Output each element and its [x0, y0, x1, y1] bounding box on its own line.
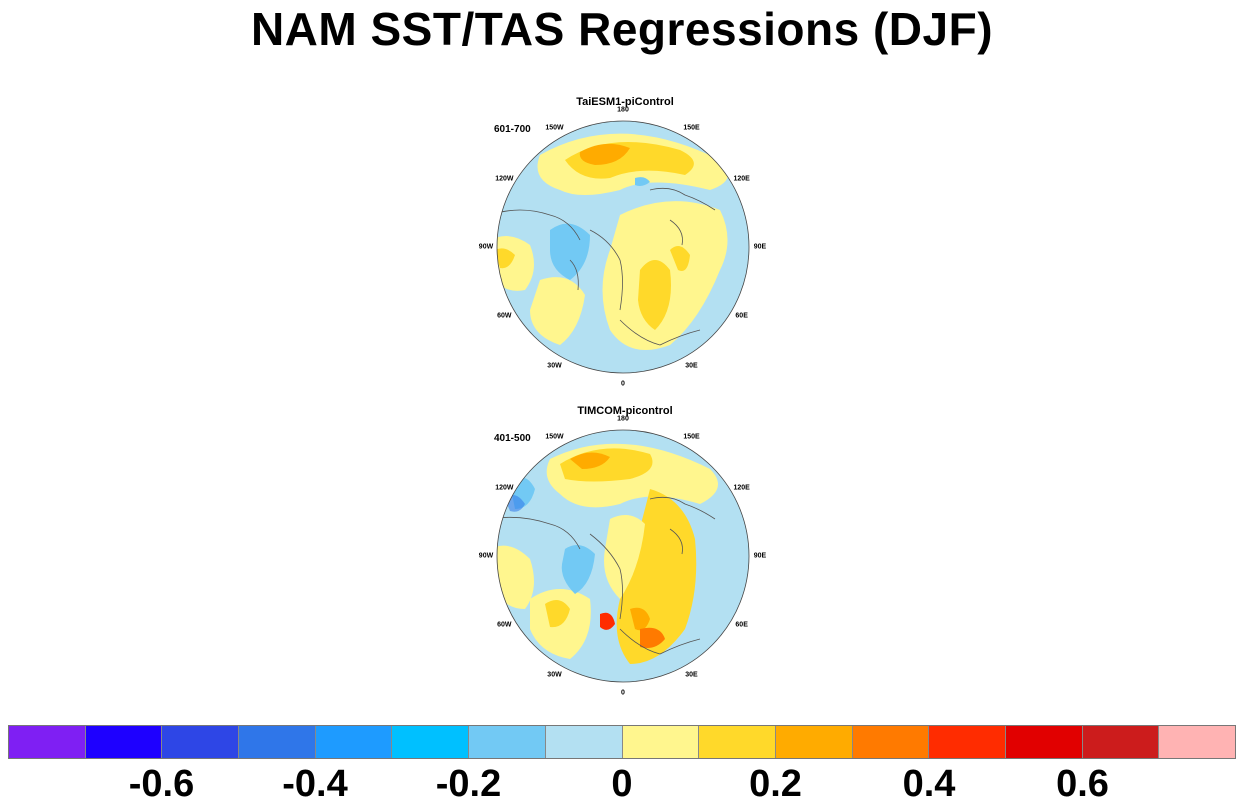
- colorbar-swatch: [852, 726, 930, 758]
- longitude-label: 30E: [685, 671, 698, 679]
- colorbar-swatch: [85, 726, 163, 758]
- colorbar-swatch: [622, 726, 700, 758]
- colorbar-swatch: [1082, 726, 1160, 758]
- longitude-label: 150W: [545, 124, 564, 132]
- longitude-label: 90E: [753, 552, 767, 560]
- colorbar-swatch: [929, 726, 1006, 758]
- longitude-label: 150E: [683, 433, 700, 441]
- longitude-label: 60E: [735, 621, 748, 628]
- longitude-label: 180: [617, 415, 629, 423]
- longitude-label: 120E: [733, 484, 750, 491]
- longitude-label: 120E: [733, 175, 750, 182]
- panel-period: 401-500: [494, 433, 531, 444]
- colorbar-label: -0.4: [282, 763, 348, 805]
- colorbar-label: 0.2: [749, 763, 802, 805]
- longitude-label: 60W: [497, 621, 512, 628]
- map-panel-2: TIMCOM-picontrol 401-500: [470, 401, 780, 701]
- polar-map: [496, 429, 750, 683]
- panel-period: 601-700: [494, 124, 531, 135]
- longitude-label: 180: [617, 106, 629, 114]
- panel-title: TaiESM1-piControl: [576, 96, 674, 108]
- colorbar-label: 0.4: [902, 763, 956, 805]
- colorbar-swatch: [775, 726, 853, 758]
- longitude-label: 90E: [753, 243, 767, 251]
- colorbar: [8, 725, 1236, 759]
- longitude-label: 30W: [547, 362, 562, 370]
- colorbar-swatch: [1005, 726, 1083, 758]
- colorbar-swatch: [1159, 726, 1235, 758]
- colorbar-swatch: [545, 726, 623, 758]
- longitude-label: 60E: [735, 312, 748, 319]
- longitude-label: 0: [621, 380, 625, 388]
- colorbar-swatch: [9, 726, 86, 758]
- longitude-label: 150W: [545, 433, 564, 441]
- longitude-label: 0: [621, 689, 625, 697]
- colorbar-label: 0: [611, 763, 633, 805]
- colorbar-swatch: [699, 726, 776, 758]
- colorbar-label: 0.6: [1056, 763, 1109, 805]
- longitude-label: 120W: [495, 484, 514, 491]
- longitude-label: 30W: [547, 671, 562, 679]
- polar-map: [496, 120, 750, 374]
- main-title: NAM SST/TAS Regressions (DJF): [250, 3, 994, 55]
- colorbar-swatch: [162, 726, 240, 758]
- colorbar-swatch: [315, 726, 393, 758]
- colorbar-label: -0.6: [128, 763, 195, 805]
- colorbar-swatch: [239, 726, 316, 758]
- longitude-label: 30E: [685, 362, 698, 370]
- colorbar-swatch: [392, 726, 470, 758]
- longitude-label: 120W: [495, 175, 514, 182]
- longitude-label: 150E: [683, 124, 700, 132]
- longitude-label: 90W: [478, 243, 494, 251]
- panel-title: TIMCOM-picontrol: [577, 405, 673, 417]
- colorbar-label: -0.2: [435, 763, 502, 805]
- longitude-label: 90W: [478, 552, 494, 560]
- longitude-label: 60W: [497, 312, 512, 319]
- colorbar-swatch: [469, 726, 546, 758]
- map-panel-1: TaiESM1-piControl 601-700: [470, 92, 780, 392]
